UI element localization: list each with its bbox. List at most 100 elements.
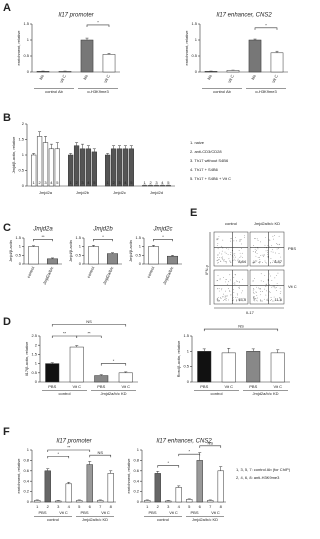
flow-dot bbox=[263, 254, 265, 256]
bar bbox=[167, 255, 178, 265]
flow-dot bbox=[233, 277, 235, 278]
flow-dot bbox=[252, 297, 254, 299]
bar bbox=[107, 253, 118, 265]
flow-dot bbox=[265, 250, 267, 252]
flow-dot bbox=[244, 236, 246, 238]
significance-bracket bbox=[89, 454, 112, 458]
flow-plot bbox=[213, 269, 249, 305]
bar bbox=[226, 70, 240, 73]
flow-dot bbox=[275, 262, 277, 263]
flow-dot bbox=[226, 295, 228, 297]
x-tick-label: PBS bbox=[48, 384, 56, 389]
flow-dot bbox=[223, 259, 224, 261]
flow-x-label: IL17 bbox=[246, 310, 255, 315]
y-tick-label: 0.4 bbox=[23, 478, 29, 483]
flow-dot bbox=[233, 258, 235, 260]
y-axis-label: enrichment, relative bbox=[16, 30, 21, 66]
flow-dot bbox=[256, 260, 258, 262]
flow-dot bbox=[257, 240, 259, 241]
flow-dot bbox=[278, 243, 280, 245]
flow-dot bbox=[267, 252, 268, 254]
y-tick-label: 0.5 bbox=[15, 252, 21, 257]
flow-dot bbox=[280, 256, 282, 258]
flow-dot bbox=[221, 296, 223, 298]
flow-dot bbox=[225, 262, 227, 264]
flow-dot bbox=[217, 248, 219, 250]
flow-dot bbox=[233, 240, 235, 242]
flow-dot bbox=[216, 280, 218, 282]
y-axis-label: Rorc/β-actin, relative bbox=[176, 340, 181, 378]
flow-dot bbox=[254, 248, 256, 250]
x-tick-label: No bbox=[38, 73, 45, 80]
sub-label: PBS bbox=[80, 510, 88, 515]
flow-dot bbox=[275, 290, 277, 291]
flow-dot bbox=[254, 297, 256, 299]
flow-dot bbox=[255, 252, 256, 253]
flow-dot bbox=[237, 258, 239, 260]
chart-title: Il17 enhancer, CNS2 bbox=[156, 439, 212, 445]
flow-dot bbox=[252, 280, 254, 282]
x-tick-label: Vit C bbox=[103, 74, 111, 84]
y-tick-label: 1.5 bbox=[183, 333, 189, 338]
flow-dot bbox=[229, 260, 231, 262]
y-axis-label: enrichment, relative bbox=[126, 458, 131, 494]
flow-dot bbox=[239, 252, 241, 254]
flow-dot bbox=[218, 300, 219, 302]
y-tick-label: 0 bbox=[22, 183, 25, 188]
flow-dot bbox=[216, 299, 218, 301]
flow-dot bbox=[240, 255, 242, 257]
flow-dot bbox=[264, 262, 266, 263]
y-tick-label: 1.5 bbox=[135, 235, 141, 240]
y-tick-label: 1 bbox=[19, 244, 22, 249]
flow-dot bbox=[218, 259, 219, 261]
flow-plot bbox=[249, 269, 285, 305]
bar bbox=[207, 500, 214, 503]
flow-dot bbox=[241, 290, 243, 292]
y-axis-label: Jmjd/β-actin bbox=[8, 240, 13, 262]
y-tick-label: 0 bbox=[195, 69, 198, 74]
significance-label: NS bbox=[207, 440, 213, 445]
bar bbox=[36, 71, 50, 73]
x-tick-label: 8 bbox=[220, 504, 223, 509]
flow-dot bbox=[222, 296, 224, 298]
y-tick-label: 0.8 bbox=[23, 457, 29, 462]
bar bbox=[204, 71, 218, 73]
flow-dot bbox=[218, 259, 220, 260]
flow-dot bbox=[225, 300, 227, 301]
flow-dot bbox=[216, 239, 218, 241]
flow-dot bbox=[239, 257, 241, 259]
flow-dot bbox=[254, 260, 256, 262]
panel-letter: B bbox=[3, 112, 11, 124]
flow-dot bbox=[216, 298, 218, 300]
flow-dot bbox=[231, 238, 232, 240]
flow-dot bbox=[267, 300, 269, 302]
bar-label: 1 bbox=[107, 180, 110, 185]
y-tick-label: 1.5 bbox=[15, 235, 21, 240]
flow-dot bbox=[273, 300, 275, 302]
flow-dot bbox=[239, 239, 241, 241]
bar-label: 3 bbox=[81, 180, 84, 185]
bar bbox=[44, 470, 51, 503]
flow-dot bbox=[254, 277, 255, 279]
x-tick-label: 6 bbox=[89, 504, 92, 509]
bar bbox=[86, 464, 93, 503]
flow-dot bbox=[267, 250, 268, 252]
significance-label: * bbox=[265, 22, 267, 27]
flow-dot bbox=[218, 290, 220, 292]
y-tick-label: 0 bbox=[27, 499, 30, 504]
y-tick-label: 1 bbox=[22, 152, 25, 157]
x-tick-label: Jmjd2a/b/c bbox=[42, 266, 55, 286]
flow-dot bbox=[252, 280, 254, 281]
flow-dot bbox=[254, 260, 256, 262]
flow-dot bbox=[216, 245, 218, 246]
x-tick-label: Jmjd2a/b/c bbox=[102, 266, 115, 286]
flow-dot bbox=[218, 236, 220, 237]
flow-dot bbox=[221, 257, 223, 259]
flow-dot bbox=[253, 245, 254, 246]
bar bbox=[270, 52, 284, 73]
flow-dot bbox=[254, 251, 256, 253]
flow-dot bbox=[216, 260, 218, 262]
x-tick-label: 2 bbox=[47, 504, 50, 509]
flow-dot bbox=[239, 287, 240, 289]
sub-label: Vit C bbox=[101, 510, 110, 515]
